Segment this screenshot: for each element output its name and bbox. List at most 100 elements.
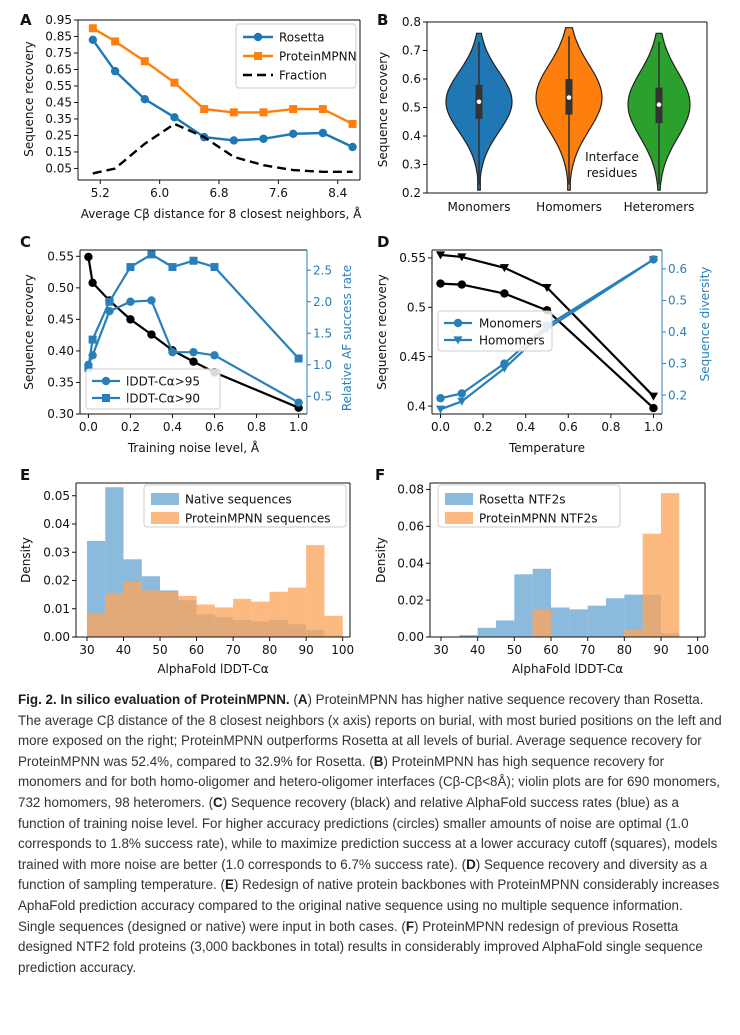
- data-point: [649, 403, 658, 413]
- data-point: [457, 280, 467, 289]
- histogram-bar: [160, 591, 179, 637]
- histogram-bar: [642, 533, 661, 637]
- data-point: [88, 24, 97, 33]
- y-tick-label: 0.4: [407, 399, 426, 413]
- histogram-bar: [141, 590, 161, 637]
- histogram-bar: [324, 615, 343, 637]
- legend-label: Rosetta: [279, 31, 325, 45]
- y-axis-label: Sequence recovery: [22, 41, 36, 157]
- caption-part-f: (F) ProteinMPNN redesign of previous Ros…: [18, 918, 703, 975]
- x-tick-label: 0.4: [516, 420, 535, 434]
- histogram-bar: [178, 596, 197, 637]
- y-tick-label: 0.01: [43, 602, 70, 616]
- y-tick-label: 0.45: [399, 350, 426, 364]
- y-tick-label: 0.55: [47, 250, 74, 264]
- x-tick-label: 6.8: [209, 186, 228, 200]
- y-axis-label: Density: [19, 537, 33, 583]
- caption-part-b: (B) ProteinMPNN has high sequence recove…: [18, 753, 720, 810]
- x-tick-label: 30: [433, 643, 448, 657]
- legend-label: lDDT-Cα>90: [126, 392, 200, 406]
- data-point: [126, 263, 135, 272]
- y-tick-label: 0.2: [402, 186, 421, 200]
- panel-label: E: [20, 466, 30, 484]
- y-tick-label: 0.85: [45, 30, 72, 44]
- legend-marker: [453, 318, 463, 328]
- y2-axis-label: Sequence diversity: [698, 267, 712, 382]
- data-point: [348, 142, 357, 152]
- y-tick-label: 0.02: [43, 574, 70, 588]
- category-label: Heteromers: [624, 200, 695, 214]
- histogram-bar: [551, 607, 570, 637]
- caption-label: Fig. 2.: [18, 692, 57, 707]
- x-tick-label: 0.2: [474, 420, 493, 434]
- panel-e: 0.00 0.01 0.02 0.03 0.04 0.05 30 40 50 60 70 80 90 10…: [19, 482, 354, 676]
- violin-median: [656, 102, 662, 107]
- y2-tick-label: 1.5: [313, 326, 332, 340]
- panel-label: F: [375, 466, 385, 484]
- figure-2: 0.05 0.15 0.25 0.35 0.45 0.55 0.65 0.75 0.85 0.95…: [19, 11, 712, 676]
- annotation-line-2: residues: [587, 166, 638, 180]
- legend-label: Fraction: [279, 69, 327, 83]
- x-tick-label: 1.0: [644, 420, 663, 434]
- y-tick-label: 0.45: [45, 96, 72, 110]
- y2-tick-label: 0.4: [668, 325, 687, 339]
- data-point: [318, 128, 328, 138]
- y2-tick-label: 0.3: [668, 357, 687, 371]
- x-tick-label: 100: [686, 643, 709, 657]
- legend-label: Monomers: [479, 317, 542, 331]
- legend-box: [143, 484, 347, 528]
- y2-tick-label: 1.0: [313, 358, 332, 372]
- y-tick-label: 0.15: [45, 145, 72, 159]
- y2-tick-label: 2.5: [313, 263, 332, 277]
- legend-label: ProteinMPNN NTF2s: [479, 512, 598, 526]
- histogram-bar: [661, 493, 680, 637]
- data-point: [648, 255, 659, 264]
- data-point: [110, 66, 120, 76]
- x-tick-label: 0.2: [121, 420, 140, 434]
- x-axis-label: AlphaFold lDDT-Cα: [512, 662, 623, 676]
- x-tick-label: 50: [507, 643, 522, 657]
- caption-part-c: (C) Sequence recovery (black) and relati…: [18, 794, 718, 872]
- legend-marker: [254, 52, 262, 60]
- panel-label: B: [377, 11, 388, 29]
- y-tick-label: 0.7: [402, 44, 421, 58]
- series-line: [92, 27, 354, 125]
- y-tick-label: 0.40: [47, 344, 74, 358]
- histogram-bar: [86, 612, 106, 637]
- y-tick-label: 0.03: [43, 545, 70, 559]
- data-point: [348, 119, 357, 128]
- y-tick-label: 0.30: [47, 407, 74, 421]
- y-axis-label: Sequence recovery: [376, 52, 390, 168]
- x-tick-label: 6.0: [150, 186, 169, 200]
- data-point: [542, 283, 552, 292]
- caption-title: In silico evaluation of ProteinMPNN.: [60, 692, 290, 707]
- caption-part-d: (D) Sequence recovery and diversity as a…: [18, 856, 708, 893]
- panel-label: D: [377, 233, 389, 251]
- data-point: [140, 57, 149, 66]
- x-tick-label: 0.8: [247, 420, 266, 434]
- x-tick-label: 40: [470, 643, 485, 657]
- histogram-bar: [624, 594, 643, 637]
- histogram-bar: [496, 620, 515, 637]
- y-axis-label: Sequence recovery: [22, 274, 36, 390]
- data-point: [200, 105, 209, 114]
- histogram-bar: [306, 545, 325, 637]
- histogram-bar: [587, 605, 606, 637]
- x-tick-label: 8.4: [328, 186, 347, 200]
- histogram-bar: [569, 609, 588, 637]
- legend-box: [437, 484, 621, 528]
- histogram-bar: [514, 574, 533, 637]
- data-point: [210, 351, 219, 360]
- data-point: [84, 252, 93, 262]
- y-tick-label: 0.05: [45, 162, 72, 176]
- panel-a: 0.05 0.15 0.25 0.35 0.45 0.55 0.65 0.75 0.85 0.95…: [22, 13, 362, 221]
- x-axis-label: Temperature: [508, 441, 585, 455]
- x-tick-label: 0.8: [601, 420, 620, 434]
- data-point: [189, 256, 198, 265]
- x-tick-label: 90: [653, 643, 668, 657]
- legend-label: Native sequences: [185, 493, 292, 507]
- data-point: [88, 335, 97, 344]
- y-tick-label: 0.04: [397, 556, 424, 570]
- y-tick-label: 0.45: [47, 313, 74, 327]
- annotation-line-1: Interface: [585, 150, 639, 164]
